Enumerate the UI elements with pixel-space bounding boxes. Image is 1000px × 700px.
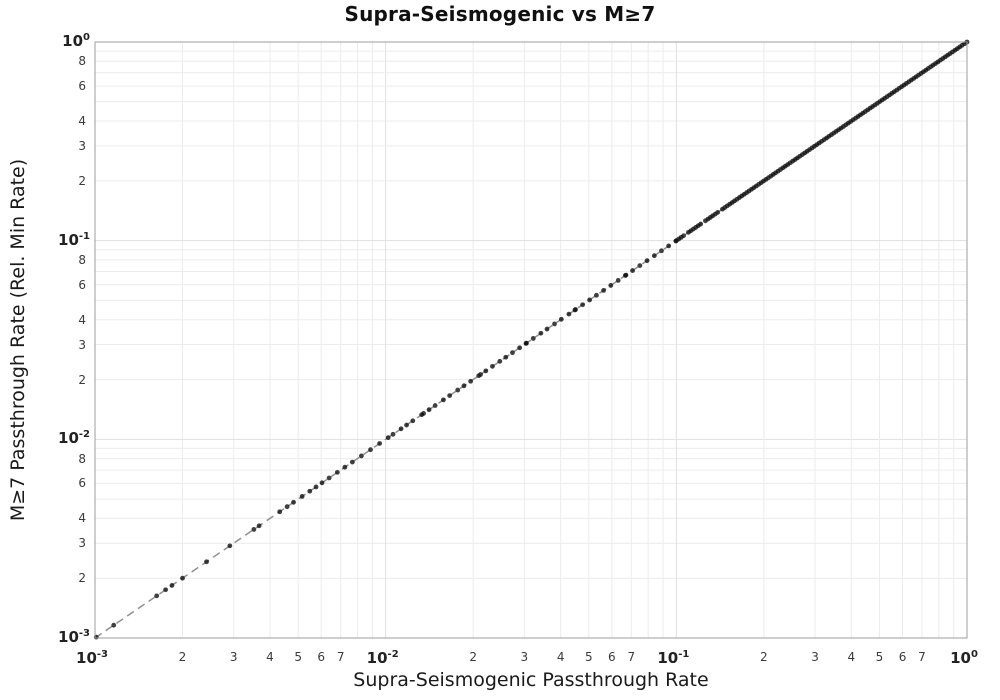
data-point [544, 326, 550, 332]
data-point [608, 283, 614, 288]
data-point [291, 499, 296, 505]
data-point [510, 350, 515, 356]
data-point [421, 411, 426, 416]
data-point [558, 316, 564, 322]
data-point [358, 453, 364, 459]
data-point [154, 593, 160, 599]
data-point [666, 243, 672, 249]
data-point [601, 287, 606, 293]
data-point [163, 587, 169, 593]
data-point [538, 330, 544, 336]
data-point [398, 426, 404, 432]
data-point [111, 622, 117, 628]
data-point [651, 253, 657, 259]
data-point [490, 363, 495, 369]
data-point [623, 272, 629, 278]
data-point [410, 418, 416, 424]
data-point [615, 277, 621, 283]
data-point [251, 527, 257, 532]
data-point [377, 441, 382, 446]
data-point [385, 435, 391, 441]
data-point [524, 340, 529, 346]
data-point [497, 358, 503, 364]
data-point [441, 397, 446, 403]
data-point [277, 509, 283, 515]
data-point [580, 302, 586, 308]
data-point [432, 403, 438, 408]
data-point [404, 422, 409, 428]
data-point [447, 393, 453, 399]
data-point [468, 378, 474, 384]
data-point [478, 372, 483, 377]
data-point [426, 407, 432, 413]
data-point [637, 263, 643, 268]
data-point [715, 210, 721, 215]
x-axis-title: Supra-Seismogenic Passthrough Rate [353, 669, 709, 691]
data-point [349, 459, 355, 465]
data-point [455, 387, 461, 393]
data-point [256, 523, 262, 529]
data-point [227, 543, 233, 549]
data-point [307, 488, 313, 494]
data-point [573, 307, 578, 312]
data-point [319, 480, 325, 486]
data-point [630, 268, 635, 273]
data-point [566, 311, 572, 317]
data-point [698, 221, 703, 227]
data-point [587, 297, 592, 303]
data-point [681, 233, 686, 239]
data-point [326, 475, 332, 481]
chart-title: Supra-Seismogenic vs M≥7 [344, 2, 656, 26]
data-point [659, 248, 664, 254]
data-point [299, 494, 305, 499]
data-point [368, 447, 373, 453]
data-point [517, 345, 523, 351]
data-point [169, 582, 175, 588]
data-point [530, 336, 536, 341]
data-point [390, 431, 396, 437]
data-point [644, 258, 650, 264]
data-point [204, 559, 209, 565]
data-point [552, 321, 557, 327]
data-point [334, 469, 340, 475]
data-point [594, 292, 599, 298]
data-point [342, 464, 348, 470]
plot-border [94, 41, 968, 639]
identity-line [94, 41, 968, 639]
data-point [284, 504, 290, 510]
data-point [461, 383, 467, 389]
data-point [483, 368, 489, 374]
data-point [503, 354, 509, 360]
data-point [180, 575, 185, 581]
data-point [313, 484, 319, 490]
